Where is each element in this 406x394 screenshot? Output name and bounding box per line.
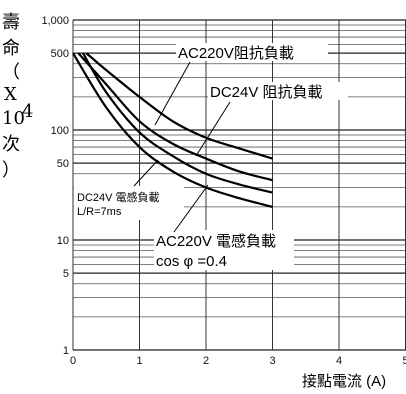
series-line-1 xyxy=(85,52,273,160)
y-label-char-8: ） xyxy=(2,160,20,181)
y-tick-label: 500 xyxy=(51,48,69,60)
x-tick-label: 3 xyxy=(269,355,275,367)
annotation-ac220v-inductive: AC220V 電感負載 xyxy=(156,233,276,250)
x-tick-labels: 0 1 2 3 4 5 xyxy=(70,355,406,367)
x-tick-label: 2 xyxy=(203,355,209,367)
y-label-char-6: 4 xyxy=(22,101,33,122)
y-label-char-7: 次 xyxy=(2,134,20,155)
annotation-box-ac220v-inductive xyxy=(154,230,294,270)
x-tick-label: 1 xyxy=(136,355,142,367)
annotation-dc24v-resistive: DC24V 阻抗負載 xyxy=(210,84,323,101)
series-line-4 xyxy=(72,52,273,208)
leader-dc24v-resistive xyxy=(195,101,231,157)
leader-ac220v-inductive xyxy=(173,184,209,233)
y-label-char-2: 命 xyxy=(2,38,20,59)
annotations: AC220V阻抗負載 DC24V 阻抗負載 DC24V 電感負載 L/R=7ms… xyxy=(74,43,348,270)
annotation-box-dc24v-inductive xyxy=(74,186,184,220)
y-tick-label: 100 xyxy=(51,125,69,137)
y-tick-label: 5 xyxy=(63,268,69,280)
x-tick-label: 0 xyxy=(70,355,76,367)
series-lines xyxy=(72,52,273,208)
annotation-ac220v-inductive-cos: cos φ =0.4 xyxy=(156,253,227,270)
x-tick-label: 4 xyxy=(336,355,342,367)
annotation-box-dc24v-resistive xyxy=(208,82,348,100)
annotation-dc24v-inductive: DC24V 電感負載 xyxy=(77,191,160,204)
annotation-box-ac220v-resistive xyxy=(176,43,328,61)
y-tick-label: 50 xyxy=(57,158,69,170)
y-tick-label: 1,000 xyxy=(41,15,69,27)
annotation-ac220v-resistive: AC220V阻抗負載 xyxy=(178,45,294,62)
y-axis-label: 壽 命 （ X 10 4 次 ） xyxy=(2,12,33,181)
y-tick-label: 1 xyxy=(63,345,69,357)
y-label-char-4: X xyxy=(4,84,17,105)
y-tick-label: 10 xyxy=(57,235,69,247)
series-line-3 xyxy=(82,52,273,194)
leader-dc24v-inductive xyxy=(133,159,159,187)
leader-ac220v-resistive xyxy=(154,61,191,126)
x-label-backdrop xyxy=(298,368,406,390)
y-tick-labels: 1,000 500 100 50 10 5 1 xyxy=(41,15,69,357)
x-axis-label: 接點電流 (A) xyxy=(302,373,386,390)
series-line-2 xyxy=(77,52,273,182)
x-axis-label-box: 接點電流 (A) xyxy=(298,368,406,390)
y-label-char-3: （ xyxy=(2,62,20,83)
y-label-char-1: 壽 xyxy=(2,12,20,33)
x-tick-label: 5 xyxy=(402,355,406,367)
annotation-dc24v-inductive-lr: L/R=7ms xyxy=(77,206,122,218)
y-label-char-5: 10 xyxy=(2,108,25,129)
